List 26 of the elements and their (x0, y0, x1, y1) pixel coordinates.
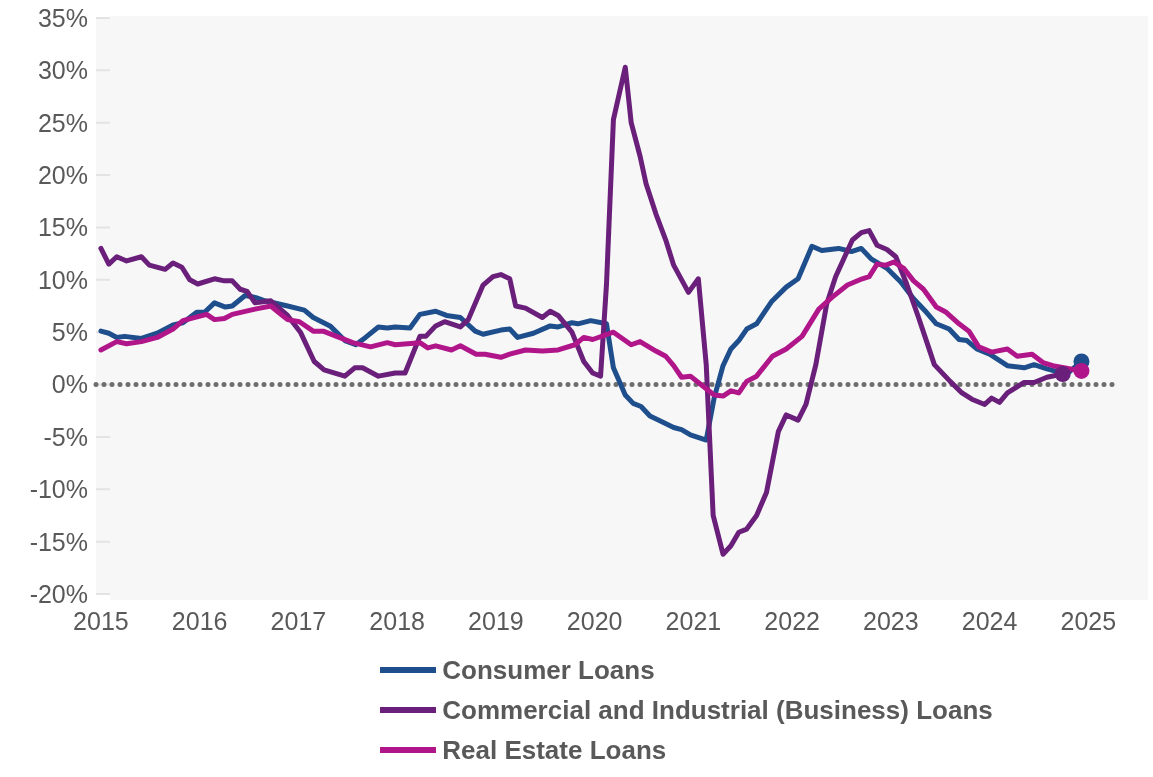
y-tick-label: 25% (37, 108, 88, 137)
legend-label: Commercial and Industrial (Business) Loans (442, 694, 993, 726)
y-tick-label: 0% (51, 370, 88, 399)
y-tick-label: 15% (37, 213, 88, 242)
legend-label: Consumer Loans (442, 654, 655, 686)
x-tick-label: 2022 (764, 606, 820, 635)
y-tick-label: 30% (37, 56, 88, 85)
x-tick-label: 2017 (270, 606, 327, 635)
x-tick-label: 2016 (171, 606, 228, 635)
x-tick-label: 2025 (1060, 606, 1117, 635)
y-tick-label: 5% (51, 318, 88, 347)
y-tick-label: -15% (29, 527, 88, 556)
x-tick-label: 2020 (566, 606, 623, 635)
x-tick-label: 2019 (468, 606, 524, 635)
x-tick-label: 2021 (665, 606, 722, 635)
x-tick-label: 2023 (863, 606, 919, 635)
legend-label: Real Estate Loans (442, 734, 667, 766)
x-tick-label: 2018 (369, 606, 425, 635)
y-tick-label: 35% (37, 3, 88, 32)
y-tick-label: -5% (43, 422, 88, 451)
x-tick-label: 2024 (961, 606, 1018, 635)
y-tick-label: -10% (29, 475, 88, 504)
x-tick-label: 2015 (73, 606, 129, 635)
y-tick-label: -20% (29, 579, 88, 608)
y-tick-label: 20% (37, 160, 88, 189)
y-tick-label: 10% (37, 265, 88, 294)
